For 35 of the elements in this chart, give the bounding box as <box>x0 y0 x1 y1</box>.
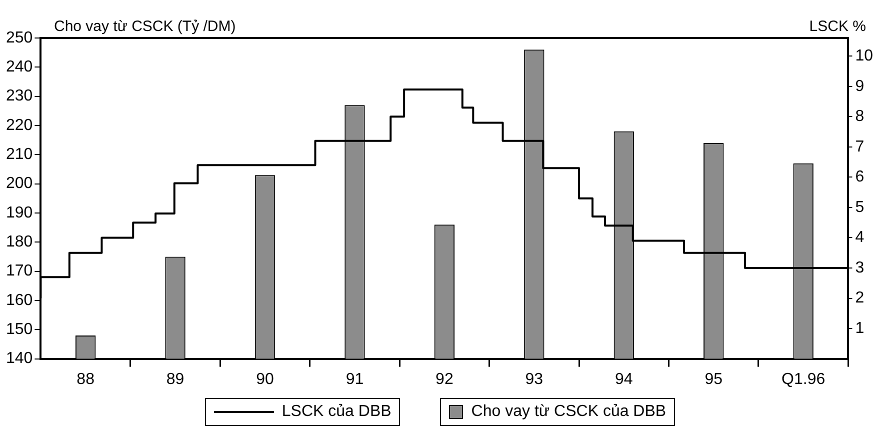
y-tick-label: 200 <box>6 175 33 192</box>
x-tick-label: 91 <box>346 370 364 388</box>
x-tick-label: 92 <box>436 370 454 388</box>
y2-tick-label: 1 <box>855 320 864 337</box>
y-tick-label: 160 <box>6 292 33 309</box>
y2-tick-label: 7 <box>855 138 864 156</box>
x-tick-label: 88 <box>76 370 95 388</box>
x-tick-label: 89 <box>166 370 184 388</box>
y2-tick-label: 3 <box>855 259 864 276</box>
legend-label: LSCK của DBB <box>282 403 392 421</box>
y2-tick-label: 2 <box>855 290 864 307</box>
legend-label: Cho vay từ CSCK của DBB <box>471 403 666 421</box>
y-tick-label: 190 <box>6 204 33 222</box>
y2-tick-label: 8 <box>855 108 864 126</box>
y-tick-label: 140 <box>6 350 33 368</box>
y2-axis-title: LSCK % <box>809 18 866 35</box>
x-tick-label: 93 <box>525 370 544 388</box>
y2-tick-label: 6 <box>855 168 864 186</box>
y-tick-label: 220 <box>6 116 33 134</box>
y-tick-label: 240 <box>6 58 33 76</box>
y-tick-label: 150 <box>6 321 33 338</box>
y2-tick-label: 4 <box>855 229 864 246</box>
x-tick-label: 94 <box>614 370 633 388</box>
y-tick-label: 230 <box>6 88 33 105</box>
y2-tick-label: 5 <box>855 198 864 216</box>
x-tick-label: Q1.96 <box>782 370 826 388</box>
y-tick-label: 210 <box>6 146 33 164</box>
y-tick-label: 250 <box>6 29 33 46</box>
y-axis-title: Cho vay từ CSCK (Tỷ /DM) <box>54 18 236 35</box>
y-tick-label: 180 <box>6 234 33 251</box>
x-tick-label: 95 <box>704 370 723 388</box>
y2-tick-label: 9 <box>855 78 864 95</box>
y2-tick-label: 10 <box>855 48 874 65</box>
x-tick-label: 90 <box>256 370 274 388</box>
y-tick-label: 170 <box>6 262 33 280</box>
